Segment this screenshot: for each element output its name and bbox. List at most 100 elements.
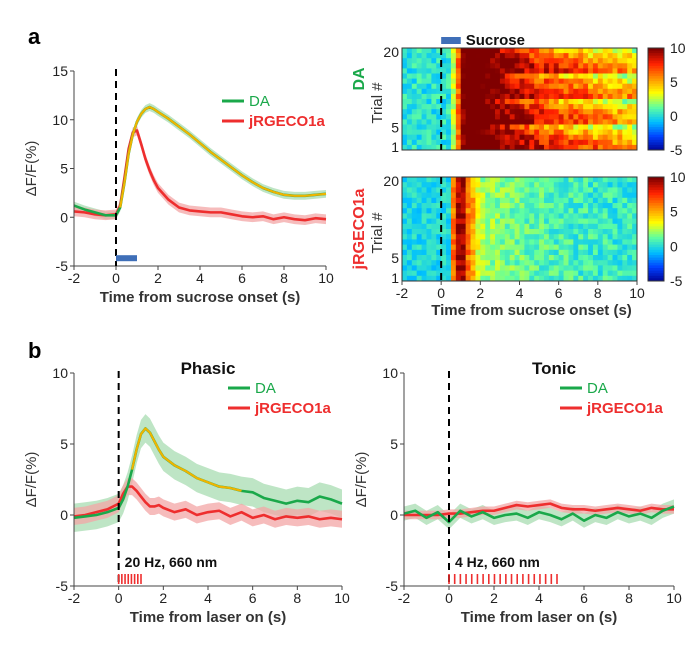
heatmap-cell [460,265,467,271]
heatmap-cell [475,270,481,277]
heatmap-cell [402,58,408,64]
heatmap-cell [406,255,413,261]
heatmap-cell [455,255,462,261]
heatmap-cell [529,124,535,130]
heatmap-cell [632,208,638,214]
heatmap-cell [485,197,491,204]
heatmap-cell [509,229,516,235]
heatmap-cell [539,58,545,64]
heatmap-cell [612,192,618,199]
heatmap-cell [402,187,408,193]
heatmap-cell [465,104,471,110]
heatmap-cell [588,197,594,204]
heatmap-cell [406,144,413,151]
heatmap-cell [504,68,511,74]
heatmap-cell [578,249,584,256]
heatmap-cell [495,93,501,100]
colorbar-segment [648,116,664,120]
heatmap-cell [617,208,623,214]
heatmap-cell [485,124,491,130]
heatmap-cell [558,203,564,209]
heatmap-cell [411,270,418,277]
heatmap-cell [416,197,422,204]
heatmap-cell [495,73,501,79]
heatmap-cell [514,104,520,110]
heatmap-cell [406,239,413,245]
heatmap-cell [406,275,413,282]
heatmap-cell [411,197,418,204]
heatmap-cell [480,58,486,64]
heatmap-cell [446,249,452,256]
heatmap-cell [622,270,628,277]
heatmap-cell [495,129,501,136]
heatmap-cell [519,119,525,125]
heatmap-cell [627,144,633,151]
heatmap-cell [558,208,564,214]
heatmap-cell [583,68,589,74]
heatmap-cell [504,114,511,120]
heatmap-cell [411,88,418,95]
heatmap-cell [543,144,550,151]
heatmap-cell [622,134,628,141]
heatmap-cell [460,139,467,146]
heatmap-cell [622,234,628,240]
heatmap-cell [627,88,633,95]
colorbar-segment [648,101,664,105]
heatmap-cell [602,255,609,261]
heatmap-cell [514,187,520,193]
heatmap-cell [612,139,618,146]
heatmap-cell [607,244,613,251]
heatmap-cell [441,249,447,256]
heatmap-cell [441,109,447,115]
heatmap-cell [441,99,447,105]
heatmap-cell [622,129,628,136]
heatmap-cell [617,73,623,79]
heatmap-cell [450,73,457,79]
heatmap-cell [504,109,511,115]
heatmap-cell [534,88,540,95]
colorbar-segment [648,58,664,62]
heatmap-cell [534,114,540,120]
heatmap-cell [529,48,535,54]
heatmap-cell [519,249,525,256]
heatmap-cell [563,213,569,219]
heatmap-cell [553,260,560,266]
heatmap-cell [485,275,491,282]
heatmap-cell [490,68,496,74]
heatmap-cell [622,197,628,204]
heatmap-cell [455,234,462,240]
heatmap-cell [504,177,511,183]
heatmap-cell [597,208,604,214]
heatmap-cell [426,223,432,230]
heatmap-cell [426,129,432,136]
heatmap-cell [592,275,599,282]
heatmap-cell [612,265,618,271]
heatmap-cell [543,265,550,271]
heatmap-cell [470,239,476,245]
heatmap-cell [632,234,638,240]
heatmap-cell [436,119,442,125]
heatmap-cell [504,144,511,151]
heatmap-cell [499,83,506,90]
heatmap-cell [607,223,613,230]
heatmap-cell [597,104,604,110]
heatmap-cell [431,88,437,95]
heatmap-cell [578,114,584,120]
heatmap-cell [632,239,638,245]
colorbar-segment [648,192,664,196]
heatmap-cell [470,192,476,199]
heatmap-cell [426,255,432,261]
heatmap-cell [622,109,628,115]
colorbar-segment [648,70,664,74]
heatmap-cell [588,63,594,69]
heatmap-cell [495,99,501,105]
colorbar-tick-label: 0 [670,108,678,124]
heatmap-cell [480,63,486,69]
heatmap-cell [406,177,413,183]
heatmap-cell [406,63,413,69]
heatmap-cell [431,63,437,69]
heatmap-cell [446,144,452,151]
colorbar-segment [648,252,664,256]
heatmap-cell [534,265,540,271]
heatmap-cell [441,104,447,110]
